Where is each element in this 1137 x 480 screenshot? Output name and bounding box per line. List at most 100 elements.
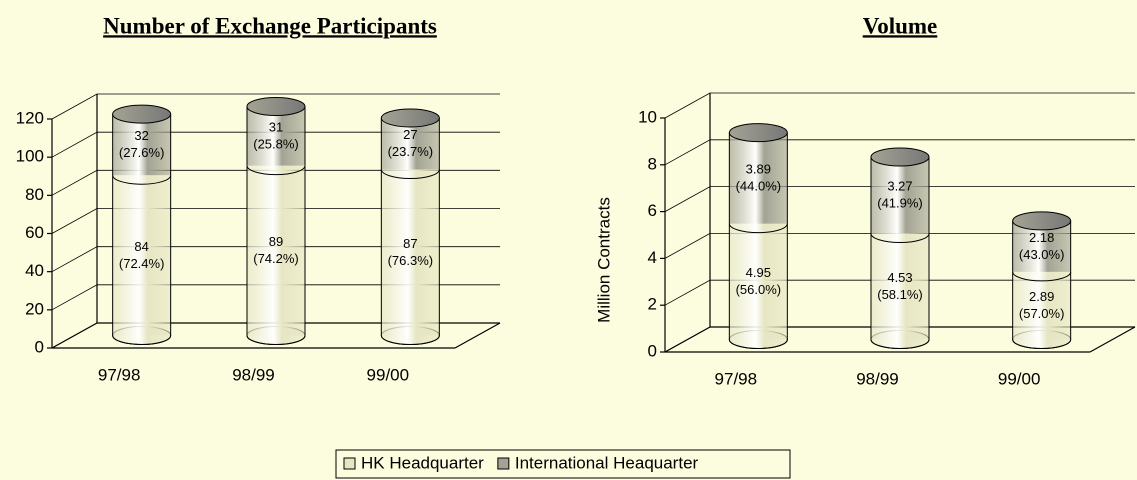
grid-line	[664, 92, 1135, 119]
bar-edge	[112, 114, 172, 176]
bar-bottom-edge	[1012, 271, 1072, 282]
legend-box	[335, 449, 791, 479]
bar-bottom-edge	[112, 175, 172, 185]
percent-label: (72.4%)	[119, 256, 165, 271]
value-label: 27	[403, 127, 417, 142]
legend-label: HK Headquarter	[361, 453, 484, 472]
percent-label: (56.0%)	[736, 282, 782, 297]
y-axis-label: Million Contracts	[594, 197, 613, 323]
bar-edge	[728, 132, 788, 224]
bar-bottom-edge	[246, 335, 306, 345]
bar-edge	[728, 223, 788, 340]
percent-label: (44.0%)	[736, 179, 782, 194]
chart-title: Number of Exchange Participants	[103, 13, 437, 38]
bar-bottom-edge	[870, 339, 930, 349]
y-tick-label: 40	[25, 261, 44, 280]
bar	[247, 106, 305, 166]
percent-label: (23.7%)	[388, 144, 434, 159]
grid-line	[664, 279, 1135, 306]
grid-line	[664, 326, 1135, 353]
bar-bottom-edge	[1012, 339, 1072, 349]
y-tick-label: 8	[648, 154, 657, 173]
grid-line	[51, 284, 500, 311]
percent-label: (27.6%)	[119, 145, 165, 160]
percent-label: (58.1%)	[877, 287, 923, 302]
grid-line	[51, 93, 500, 120]
grid-line	[51, 208, 500, 234]
bar	[112, 114, 171, 176]
bar	[112, 175, 171, 336]
cylinder-top	[380, 108, 440, 128]
bar-edge	[246, 165, 306, 336]
value-label: 87	[403, 236, 417, 251]
chart-title: Volume	[863, 13, 938, 38]
bar-bottom-edge	[728, 223, 788, 234]
x-tick-label: 97/98	[715, 369, 758, 388]
grid-line	[664, 186, 1135, 212]
bar	[871, 156, 929, 234]
percent-label: (76.3%)	[388, 253, 434, 268]
bar-edge	[1012, 220, 1072, 272]
value-label: 4.53	[887, 270, 912, 285]
x-tick-label: 98/99	[856, 369, 899, 388]
value-label: 89	[269, 234, 283, 249]
value-label: 3.27	[887, 179, 912, 194]
bar	[871, 233, 929, 340]
value-label: 32	[134, 128, 148, 143]
cylinder-top	[1012, 211, 1072, 231]
value-label: 31	[269, 120, 283, 135]
y-tick-label: 4	[648, 248, 657, 267]
grid-line	[51, 131, 500, 158]
bar-edge	[112, 175, 172, 336]
y-tick-label: 20	[25, 299, 44, 318]
bar-bottom-edge	[246, 165, 306, 176]
cylinder-top	[870, 147, 930, 167]
bar-edge	[246, 106, 306, 166]
bar-bottom-edge	[380, 169, 440, 179]
percent-label: (41.9%)	[877, 196, 923, 211]
value-label: 2.89	[1029, 289, 1054, 304]
bar-edge	[1012, 271, 1072, 340]
bar-edge	[870, 156, 930, 234]
x-tick-label: 99/00	[367, 365, 410, 384]
value-label: 84	[134, 239, 148, 254]
x-tick-label: 97/98	[98, 365, 141, 384]
bar-bottom-edge	[380, 335, 440, 345]
cylinder-top	[728, 123, 788, 143]
y-tick-label: 100	[16, 147, 44, 166]
y-tick-label: 2	[648, 295, 657, 314]
grid-line	[664, 139, 1135, 166]
grid-line	[51, 246, 500, 273]
percent-label: (25.8%)	[253, 137, 299, 152]
bar-edge	[380, 169, 440, 336]
y-tick-label: 80	[25, 185, 44, 204]
cylinder-top	[112, 104, 172, 124]
value-label: 3.89	[746, 162, 771, 177]
bar-edge	[870, 233, 930, 340]
y-tick-label: 120	[16, 108, 44, 127]
bar-bottom-edge	[870, 233, 930, 243]
bar-bottom-edge	[112, 335, 172, 345]
y-tick-label: 0	[648, 341, 657, 360]
bar	[247, 165, 305, 336]
bar	[1012, 271, 1071, 340]
y-tick-label: 0	[35, 337, 44, 356]
bar-edge	[380, 117, 440, 170]
cylinder-top	[246, 97, 306, 116]
bar	[729, 132, 788, 224]
y-tick-label: 10	[638, 107, 657, 126]
x-tick-label: 98/99	[232, 365, 275, 384]
x-tick-label: 99/00	[998, 369, 1041, 388]
percent-label: (74.2%)	[253, 251, 299, 266]
percent-label: (57.0%)	[1019, 306, 1065, 321]
grid-line	[51, 169, 500, 196]
grid-line	[664, 233, 1135, 259]
value-label: 2.18	[1029, 230, 1054, 245]
bar	[381, 169, 440, 336]
legend-swatch	[497, 457, 510, 470]
legend-label: International Heaquarter	[515, 453, 699, 472]
y-tick-label: 6	[648, 201, 657, 220]
bar	[729, 223, 788, 340]
